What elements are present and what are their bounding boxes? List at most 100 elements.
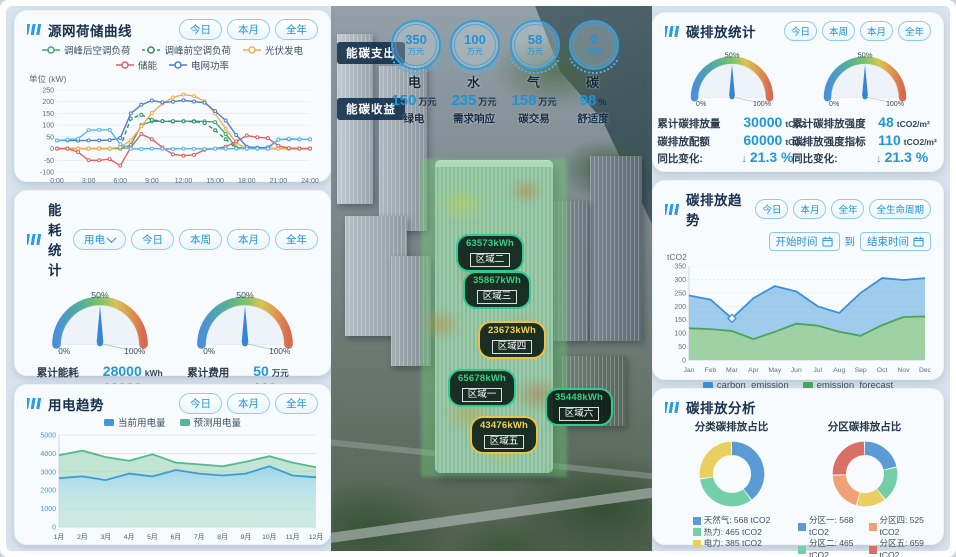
legend-item[interactable]: 调峰后空调负荷 [41, 43, 130, 57]
power-trend-chart: 0 1000 2000 3000 4000 5000 1月 2月 3月 4月 5月 6月 7月 8月 9月 1… [40, 433, 323, 542]
svg-text:150: 150 [674, 317, 686, 324]
income-unit: 万元 [418, 97, 437, 107]
svg-text:3000: 3000 [40, 469, 56, 476]
start-date-picker[interactable]: 开始时间 [768, 232, 840, 251]
legend-item[interactable]: 储能 [115, 58, 157, 72]
panel-title: 碳排放统计 [686, 25, 756, 40]
btn-year[interactable]: 全年 [831, 199, 865, 219]
zone-name: 区域三 [476, 290, 518, 304]
stat-label: 累计碳排放强度 [792, 118, 866, 130]
legend-item[interactable]: 分区五: 659 tCO2 [868, 538, 932, 557]
svg-text:100: 100 [42, 123, 54, 130]
btn-month[interactable]: 本月 [227, 19, 270, 40]
svg-text:50: 50 [46, 134, 54, 141]
expense-unit: 万元 [408, 46, 424, 56]
btn-lifecycle[interactable]: 全生命周期 [869, 199, 931, 219]
svg-text:7月: 7月 [194, 533, 205, 541]
btn-month[interactable]: 本月 [227, 228, 270, 250]
legend-item[interactable]: emission_forecast [802, 380, 893, 391]
svg-text:12月: 12月 [309, 533, 322, 541]
stat-unit: tCO2/m² [903, 136, 937, 147]
btn-today[interactable]: 今日 [131, 228, 174, 250]
income-green-power: 150 万元 绿电 [379, 92, 449, 126]
expense-category: 碳 [586, 75, 600, 90]
grid-curve-chart: -100 -50 0 50 100 150 200 250 0:00 3:00 6:00 9:00 12… [40, 88, 319, 186]
income-demand-response: 235 万元 需求响应 [439, 92, 509, 126]
btn-month[interactable]: 本月 [859, 21, 893, 41]
legend-item[interactable]: 电网功率 [169, 58, 229, 72]
btn-month[interactable]: 本月 [793, 199, 827, 219]
legend-item[interactable]: 预测用电量 [179, 415, 241, 429]
stat-label: 累计能耗 [36, 366, 79, 379]
zone-name: 区域二 [469, 253, 511, 267]
stat-value: 21.3 % [884, 149, 929, 165]
svg-text:2000: 2000 [40, 488, 56, 495]
legend-item[interactable]: 分区一: 568 tCO2 [798, 515, 861, 538]
stat-label: 累计碳排放量 [657, 118, 721, 130]
legend-item[interactable]: 分区二: 465 tCO2 [798, 538, 861, 557]
legend-item[interactable]: 当前用电量 [103, 415, 166, 429]
stat-label: 累计费用 [187, 366, 230, 379]
svg-text:300: 300 [674, 277, 686, 284]
svg-text:3:00: 3:00 [82, 178, 96, 185]
btn-today[interactable]: 今日 [755, 199, 789, 219]
carbon-trend-legend: carbon_emission emission_forecast [665, 380, 931, 391]
panel-title: 源网荷储曲线 [48, 23, 132, 39]
zone-label-6[interactable]: 35448kWh 区域六 [545, 388, 613, 426]
stat-unit: tCO2 [785, 136, 806, 147]
legend-item[interactable]: 调峰前空调负荷 [142, 43, 231, 57]
btn-year[interactable]: 全年 [275, 228, 318, 250]
legend-item[interactable]: 电力: 385 tCO2 [692, 538, 771, 550]
zone-label-3[interactable]: 35867kWh 区域三 [463, 271, 531, 309]
expense-unit: 万元 [586, 46, 602, 56]
date-range-to-label: 到 [844, 236, 856, 248]
btn-year[interactable]: 全年 [275, 393, 318, 414]
stat-label: 同比变化: [792, 153, 838, 165]
svg-text:18:00: 18:00 [238, 178, 256, 185]
zone-name: 区域四 [491, 340, 533, 354]
zone-name: 区域五 [483, 435, 525, 449]
income-value: 98 [579, 92, 597, 109]
legend-item[interactable]: 热力: 465 tCO2 [692, 527, 771, 539]
income-category: 碳交易 [518, 113, 550, 125]
legend-item[interactable]: 分区四: 525 tCO2 [868, 515, 932, 538]
down-arrow-icon: ↓ [741, 153, 747, 165]
y-axis-unit: tCO2 [667, 252, 687, 262]
zone-label-1[interactable]: 65678kWh 区域一 [448, 369, 516, 407]
cost-gauge: 50% 0% 100% [187, 281, 303, 363]
legend-item[interactable]: 天然气: 568 tCO2 [692, 515, 770, 527]
btn-year[interactable]: 全年 [897, 21, 931, 41]
zone-value: 43476kWh [479, 420, 529, 431]
end-date-picker[interactable]: 结束时间 [860, 232, 931, 251]
y-axis-unit: 单位 (kW) [29, 74, 67, 84]
btn-week[interactable]: 本周 [179, 228, 222, 250]
svg-text:Jan: Jan [684, 367, 695, 374]
btn-week[interactable]: 本周 [821, 21, 855, 41]
legend-item[interactable]: carbon_emission [702, 380, 789, 391]
btn-month[interactable]: 本月 [227, 393, 270, 414]
zone-label-4[interactable]: 23673kWh 区域四 [478, 321, 546, 359]
svg-text:0: 0 [50, 146, 54, 153]
svg-text:4月: 4月 [124, 533, 135, 541]
svg-text:50%: 50% [857, 51, 872, 60]
btn-today[interactable]: 今日 [179, 19, 222, 40]
income-comfort: 98% 舒适度 [558, 92, 628, 126]
city-building [590, 156, 642, 341]
stat-label: 同比变化: [657, 153, 703, 165]
btn-today[interactable]: 今日 [783, 21, 817, 41]
btn-year[interactable]: 全年 [275, 19, 318, 40]
dropdown-value: 用电 [84, 233, 105, 246]
panel-title-icon [665, 25, 680, 37]
panel-title-icon [27, 398, 42, 409]
energy-type-dropdown[interactable]: 用电 [73, 228, 126, 250]
svg-text:8月: 8月 [217, 533, 228, 541]
legend-item[interactable]: 光伏发电 [243, 43, 303, 57]
calendar-icon [913, 236, 924, 247]
btn-today[interactable]: 今日 [179, 393, 222, 414]
stat-value: 28000 [102, 362, 142, 379]
zone-label-2[interactable]: 63573kWh 区域二 [456, 234, 524, 272]
end-date-placeholder: 结束时间 [867, 236, 909, 248]
panel-title: 碳排放分析 [686, 401, 756, 416]
zone-label-5[interactable]: 43476kWh 区域五 [470, 416, 538, 454]
